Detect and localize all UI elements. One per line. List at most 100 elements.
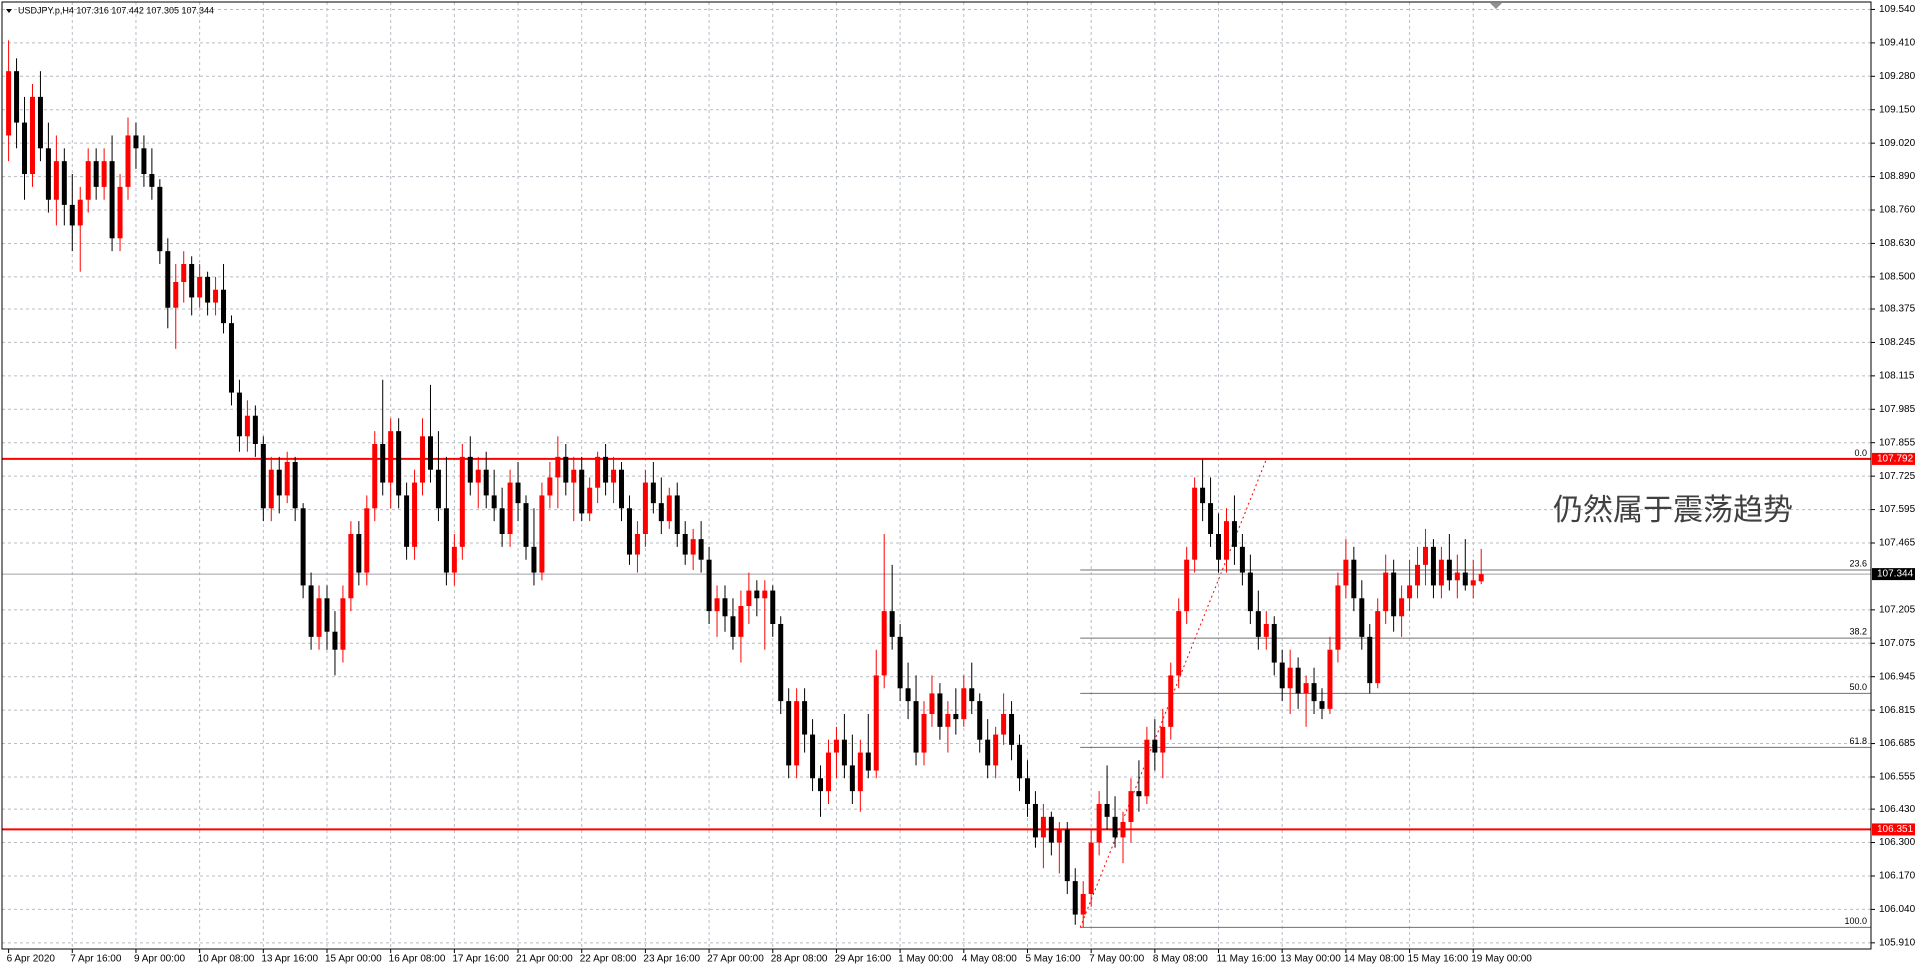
- candle-body: [260, 444, 266, 509]
- candle-body: [1024, 778, 1030, 804]
- fibo-label: 50.0: [1849, 682, 1867, 692]
- candle-body: [937, 693, 943, 727]
- candle-body: [714, 598, 720, 612]
- candle-body: [467, 456, 473, 483]
- candle-body: [1255, 611, 1261, 637]
- x-tick-label: 29 Apr 16:00: [834, 954, 891, 965]
- y-tick-label: 107.985: [1879, 404, 1916, 415]
- candle-body: [929, 693, 935, 714]
- marks: [2, 40, 1871, 928]
- candle-body: [555, 456, 561, 478]
- candle-body: [1478, 574, 1484, 582]
- candle-body: [666, 495, 672, 522]
- candle-body: [459, 456, 465, 547]
- fibo-label: 0.0: [1854, 448, 1867, 458]
- x-tick-label: 16 Apr 08:00: [389, 954, 446, 965]
- candle-body: [977, 701, 983, 740]
- candle-body: [1040, 816, 1046, 838]
- candle-body: [53, 161, 59, 200]
- x-tick-label: 7 Apr 16:00: [70, 954, 122, 965]
- candle-body: [69, 204, 75, 226]
- candle-body: [642, 482, 648, 534]
- x-tick-label: 10 Apr 08:00: [198, 954, 255, 965]
- candle-body: [945, 713, 951, 727]
- candle-body: [1351, 559, 1357, 599]
- y-tick-label: 109.020: [1879, 138, 1916, 149]
- candle-body: [85, 161, 91, 200]
- candle-body: [236, 392, 242, 437]
- candle-body: [109, 161, 115, 239]
- x-tick-label: 4 May 08:00: [962, 954, 1017, 965]
- candle-body: [332, 631, 338, 650]
- candle-body: [37, 96, 43, 149]
- candle-body: [29, 96, 35, 175]
- candle-body: [483, 469, 489, 496]
- candle-body: [1470, 580, 1476, 586]
- candle-body: [722, 598, 728, 617]
- y-tick-label: 107.075: [1879, 638, 1916, 649]
- y-tick-label: 108.760: [1879, 205, 1916, 216]
- candle-body: [1359, 598, 1365, 637]
- y-tick-label: 107.205: [1879, 604, 1916, 615]
- candle-body: [22, 122, 28, 175]
- candle-body: [348, 533, 354, 599]
- candle-body: [213, 289, 219, 303]
- candle-body: [682, 533, 688, 555]
- x-tick-label: 14 May 08:00: [1344, 954, 1405, 965]
- candle-body: [969, 688, 975, 702]
- candle-body: [1176, 611, 1182, 676]
- candle-body: [372, 444, 378, 509]
- candle-body: [985, 739, 991, 766]
- candle-body: [14, 71, 20, 123]
- price-box-label: 106.351: [1877, 824, 1914, 835]
- candle-body: [101, 161, 107, 187]
- y-tick-label: 107.595: [1879, 504, 1916, 515]
- candle-body: [1032, 803, 1038, 838]
- candle-body: [1430, 546, 1436, 586]
- candle-body: [1391, 572, 1397, 617]
- candle-body: [857, 752, 863, 792]
- candle-body: [451, 546, 457, 573]
- candle-body: [802, 701, 808, 735]
- candle-body: [1200, 487, 1206, 504]
- y-tick-label: 109.410: [1879, 38, 1916, 49]
- y-tick-label: 106.555: [1879, 772, 1916, 783]
- candle-body: [1152, 739, 1158, 753]
- candle-body: [626, 508, 632, 555]
- candle-body: [1343, 559, 1349, 586]
- x-tick-label: 6 Apr 2020: [7, 954, 56, 965]
- candle-body: [1239, 546, 1245, 573]
- candle-body: [1279, 662, 1285, 689]
- candle-body: [61, 161, 67, 205]
- x-tick-label: 13 Apr 16:00: [261, 954, 318, 965]
- candle-body: [1383, 572, 1389, 612]
- candle-body: [881, 611, 887, 676]
- candle-body: [897, 636, 903, 689]
- candle-body: [1128, 791, 1134, 822]
- candle-body: [364, 508, 370, 573]
- fibo-label: 100.0: [1844, 916, 1867, 926]
- candle-body: [611, 469, 617, 483]
- candle-body: [396, 431, 402, 496]
- candle-body: [1415, 564, 1421, 586]
- candle-body: [77, 199, 83, 226]
- candle-body: [1407, 585, 1413, 599]
- candle-body: [165, 251, 171, 308]
- candle-body: [252, 415, 258, 445]
- x-tick-label: 23 Apr 16:00: [643, 954, 700, 965]
- candle-body: [658, 503, 664, 522]
- y-tick-label: 106.300: [1879, 837, 1916, 848]
- y-tick-label: 107.465: [1879, 538, 1916, 549]
- candle-body: [1311, 683, 1317, 702]
- candle-body: [1303, 683, 1309, 694]
- candle-body: [746, 590, 752, 606]
- y-tick-label: 106.430: [1879, 804, 1916, 815]
- candle-body: [778, 623, 784, 702]
- y-tick-label: 107.725: [1879, 471, 1916, 482]
- candle-body: [1088, 842, 1094, 894]
- candle-body: [1271, 623, 1277, 663]
- candle-body: [491, 495, 497, 509]
- candle-body: [284, 462, 290, 496]
